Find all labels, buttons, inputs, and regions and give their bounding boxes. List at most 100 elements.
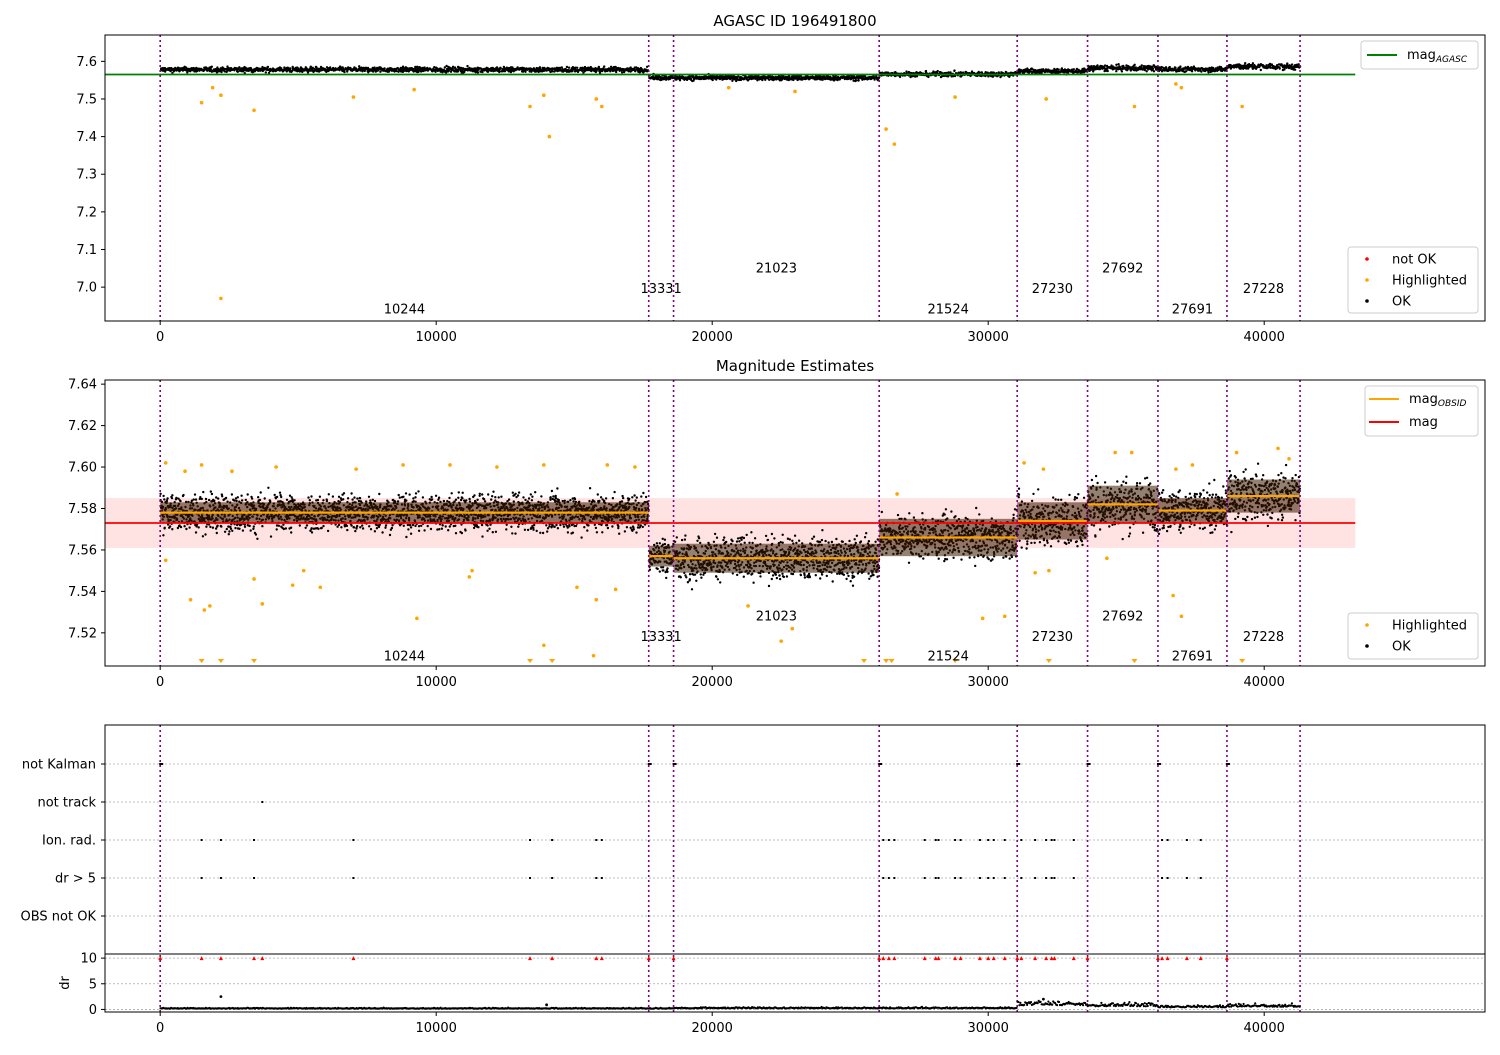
magnitude-obsid-label: 27230 bbox=[1032, 630, 1073, 645]
agasc-xtick-label: 30000 bbox=[968, 330, 1009, 345]
legend-frame bbox=[1347, 612, 1479, 660]
flag-point bbox=[1161, 839, 1164, 841]
dr-clipped-marker bbox=[260, 956, 265, 961]
highlighted-point bbox=[183, 469, 187, 473]
flag-point bbox=[595, 839, 598, 841]
dr-xtick-label: 30000 bbox=[968, 1021, 1009, 1036]
highlighted-point bbox=[542, 643, 546, 648]
highlighted-point bbox=[895, 492, 899, 496]
dr-clipped-marker bbox=[1049, 956, 1054, 961]
dr-clipped-marker bbox=[1160, 956, 1165, 961]
dr-plot-frame bbox=[104, 953, 1486, 1013]
dr-clipped-marker bbox=[599, 956, 604, 961]
highlighted-point bbox=[495, 465, 499, 469]
magnitude-xtick-label: 40000 bbox=[1244, 675, 1285, 690]
dr-clipped-marker bbox=[671, 956, 676, 961]
highlighted-below-marker bbox=[952, 659, 959, 663]
magnitude-obsid-label: 10244 bbox=[384, 650, 425, 665]
flag-point bbox=[934, 839, 937, 841]
flag-point bbox=[978, 877, 981, 879]
legend-frame bbox=[1360, 40, 1479, 70]
legend-label: not OK bbox=[1392, 253, 1437, 268]
agasc-legend-bottom: not OK Highlighted OK bbox=[1347, 246, 1479, 314]
flag-point bbox=[954, 839, 957, 841]
legend-dot-swatch bbox=[1365, 278, 1369, 282]
flag-point bbox=[1156, 763, 1161, 765]
highlighted-point bbox=[1132, 104, 1137, 109]
highlighted-point bbox=[594, 597, 599, 602]
highlighted-point bbox=[163, 461, 168, 465]
highlighted-point bbox=[1174, 82, 1178, 86]
highlighted-point bbox=[1234, 450, 1239, 455]
dr-clipped-marker bbox=[1085, 956, 1090, 961]
flag-point bbox=[1053, 877, 1056, 879]
flag-point bbox=[1166, 877, 1169, 879]
magnitude-xtick-label: 20000 bbox=[692, 675, 733, 690]
highlighted-below-marker bbox=[1239, 659, 1246, 663]
agasc-obsid-label: 27230 bbox=[1032, 282, 1073, 297]
agasc-obsid-label: 13331 bbox=[640, 282, 681, 297]
magnitude-obsid-label: 27691 bbox=[1172, 650, 1213, 665]
flag-point bbox=[529, 839, 532, 841]
highlighted-point bbox=[1105, 556, 1109, 561]
flag-point bbox=[261, 801, 264, 803]
dr-clipped-marker bbox=[953, 956, 958, 961]
flag-point bbox=[882, 839, 885, 841]
magnitude-ytick-label: 7.54 bbox=[68, 585, 97, 600]
flag-point bbox=[954, 877, 957, 879]
dr-clipped-marker bbox=[218, 956, 223, 961]
magnitude-ytick-label: 7.52 bbox=[68, 626, 97, 641]
dr-clipped-marker bbox=[646, 956, 651, 961]
highlighted-point bbox=[354, 467, 358, 471]
highlighted-point bbox=[415, 616, 419, 621]
magnitude-legend-bottom: Highlighted OK bbox=[1347, 612, 1479, 660]
flag-point bbox=[159, 763, 164, 765]
agasc-axes: 0 10000 20000 30000 40000 7.0 7.1 7.2 7.3 7.4 7.5 7… bbox=[76, 55, 1285, 345]
legend-label: mag bbox=[1409, 415, 1438, 430]
highlighted-point bbox=[1022, 461, 1026, 465]
highlighted-point bbox=[1041, 467, 1046, 471]
magnitude-ytick-label: 7.60 bbox=[68, 461, 97, 476]
flag-point bbox=[1199, 877, 1202, 879]
dr-points bbox=[159, 999, 1301, 1010]
flag-point bbox=[1072, 839, 1075, 841]
highlighted-point bbox=[884, 127, 888, 131]
highlighted-point bbox=[351, 95, 356, 99]
dr-outlier bbox=[1042, 997, 1045, 1001]
agasc-obsid-label: 21524 bbox=[928, 303, 969, 318]
dr-clipped-marker bbox=[991, 956, 996, 961]
dr-clipped-marker bbox=[1002, 956, 1007, 961]
highlighted-point bbox=[301, 568, 306, 573]
dr-clipped-marker bbox=[550, 956, 555, 961]
highlighted-point bbox=[208, 604, 212, 608]
highlighted-point bbox=[1171, 593, 1175, 598]
highlighted-point bbox=[1044, 97, 1048, 101]
flag-row-label: Ion. rad. bbox=[42, 834, 96, 849]
flag-point bbox=[959, 839, 962, 841]
flag-point bbox=[923, 877, 926, 879]
flag-point bbox=[352, 839, 355, 841]
flags-panel: not Kalman not track Ion. rad. dr > 5 OBS no… bbox=[21, 724, 1486, 1036]
dr-clipped-marker bbox=[1224, 956, 1229, 961]
magnitude-obsid-label: 27692 bbox=[1102, 609, 1143, 624]
dr-clipped-marker bbox=[922, 956, 927, 961]
highlighted-point bbox=[1276, 446, 1280, 451]
highlighted-point bbox=[1179, 614, 1184, 619]
highlighted-point bbox=[980, 616, 985, 621]
legend-dot-swatch bbox=[1365, 257, 1369, 261]
dr-xtick-label: 40000 bbox=[1244, 1021, 1285, 1036]
magnitude-plot-area: 10244 13331 21023 21524 27230 27692 27691 27228 bbox=[105, 380, 1356, 666]
highlighted-point bbox=[613, 587, 618, 592]
flag-point bbox=[1225, 763, 1230, 765]
flag-point bbox=[1086, 763, 1091, 765]
flag-point bbox=[595, 877, 598, 879]
highlighted-below-marker bbox=[861, 659, 867, 663]
highlighted-point bbox=[290, 583, 295, 587]
legend-label: Highlighted bbox=[1392, 274, 1467, 289]
flag-point bbox=[887, 839, 890, 841]
agasc-ytick-label: 7.4 bbox=[76, 130, 97, 145]
dr-clipped-marker bbox=[886, 956, 891, 961]
dr-clipped-marker bbox=[1052, 956, 1057, 961]
dr-clipped-marker bbox=[1071, 956, 1076, 961]
magnitude-ytick-label: 7.58 bbox=[68, 502, 97, 517]
